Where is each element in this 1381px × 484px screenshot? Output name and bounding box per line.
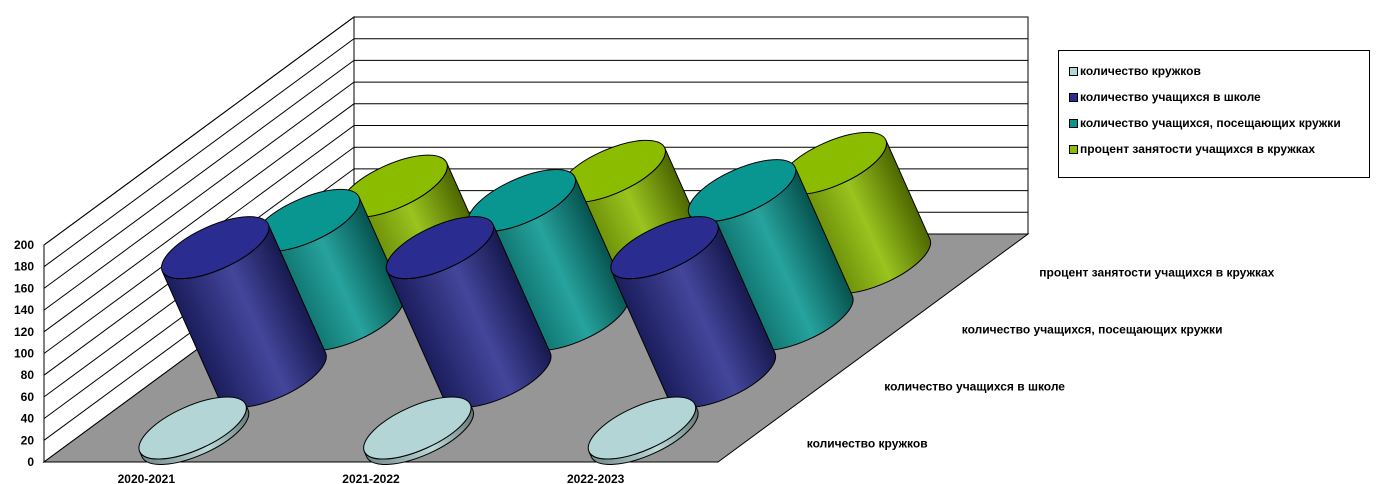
legend: количество кружков количество учащихся в… <box>1058 50 1370 178</box>
y-tick-label: 60 <box>21 390 35 404</box>
gridline <box>43 81 1028 311</box>
gridline <box>43 38 1028 268</box>
legend-swatch <box>1069 92 1078 102</box>
plot-area <box>138 131 932 465</box>
y-tick-label: 80 <box>21 368 35 382</box>
gridline <box>43 146 1028 376</box>
x-tick-label: 2022-2023 <box>567 472 625 484</box>
legend-item: процент занятости учащихся в кружках <box>1069 136 1369 162</box>
gridline <box>43 16 1028 246</box>
legend-label: количество учащихся, посещающих кружки <box>1080 116 1341 130</box>
bar <box>587 396 699 465</box>
legend-swatch <box>1069 118 1078 128</box>
gridline <box>43 59 1028 289</box>
gridline <box>43 103 1028 333</box>
y-tick-label: 100 <box>14 347 34 361</box>
bar-top <box>363 396 472 460</box>
x-axis: 2020-2021 2021-2022 2022-2023 <box>118 472 625 484</box>
legend-label: количество учащихся в школе <box>1080 90 1261 104</box>
y-tick-label: 40 <box>21 412 35 426</box>
series-tick-label: процент занятости учащихся в кружках <box>1039 266 1274 280</box>
bar-top <box>138 396 247 460</box>
y-tick-label: 140 <box>14 303 34 317</box>
series-axis: количество кружков количество учащихся в … <box>807 266 1275 451</box>
bar-top <box>385 216 495 280</box>
y-tick-label: 120 <box>14 325 34 339</box>
gridline <box>43 125 1028 354</box>
bar-top <box>160 216 270 280</box>
y-tick-label: 0 <box>27 455 34 469</box>
legend-item: количество кружков <box>1069 58 1369 84</box>
bar <box>160 216 327 408</box>
bar <box>385 216 552 408</box>
bar <box>610 216 777 408</box>
legend-label: количество кружков <box>1080 64 1201 78</box>
legend-item: количество учащихся в школе <box>1069 84 1369 110</box>
bar-top <box>587 396 697 460</box>
bar-top <box>610 216 719 280</box>
legend-swatch <box>1069 144 1078 154</box>
series-tick-label: количество кружков <box>807 437 928 451</box>
series-tick-label: количество учащихся, посещающих кружки <box>962 323 1223 337</box>
y-tick-label: 180 <box>14 260 34 274</box>
y-axis: 0 20 40 60 80 100 120 140 160 180 200 <box>14 238 34 469</box>
bar-top <box>687 159 797 223</box>
series-tick-label: количество учащихся в школе <box>884 380 1065 394</box>
legend-swatch <box>1069 66 1078 76</box>
y-tick-label: 160 <box>14 281 34 295</box>
legend-item: количество учащихся, посещающих кружки <box>1069 110 1369 136</box>
bar <box>138 396 250 465</box>
y-tick-label: 20 <box>21 433 35 447</box>
x-tick-label: 2021-2022 <box>342 472 400 484</box>
x-tick-label: 2020-2021 <box>118 472 176 484</box>
legend-label: процент занятости учащихся в кружках <box>1080 142 1316 156</box>
y-tick-label: 200 <box>14 238 34 252</box>
bar <box>363 396 474 465</box>
